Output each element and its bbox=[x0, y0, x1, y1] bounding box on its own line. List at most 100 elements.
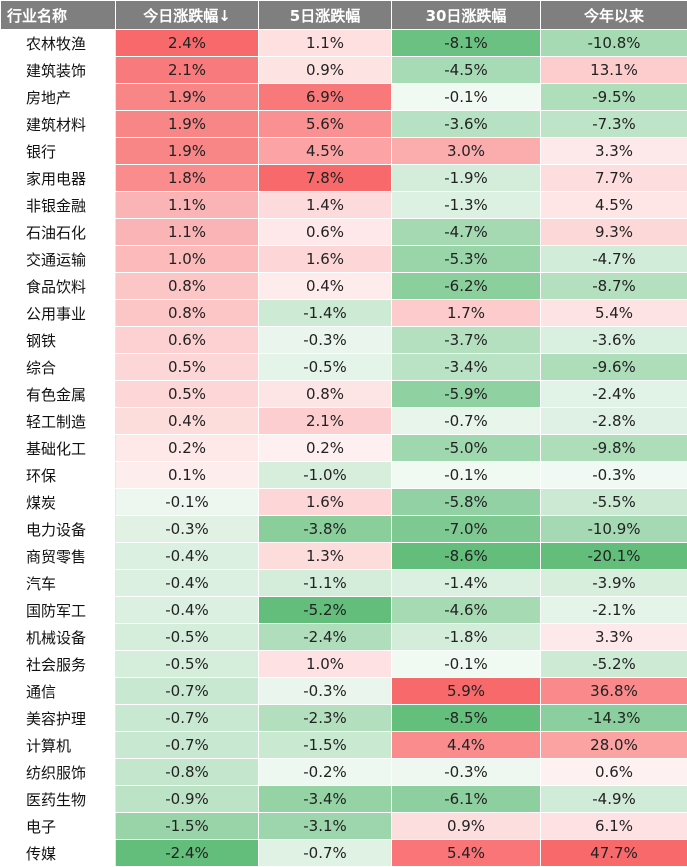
table-row: 传媒-2.4%-0.7%5.4%47.7% bbox=[1, 840, 687, 867]
5day-change-cell: -3.1% bbox=[259, 813, 392, 840]
industry-name-cell: 机械设备 bbox=[1, 624, 116, 651]
industry-name-cell: 传媒 bbox=[1, 840, 116, 867]
5day-change-cell: -0.5% bbox=[259, 354, 392, 381]
30day-change-cell: -3.6% bbox=[392, 111, 541, 138]
30day-change-cell: -5.0% bbox=[392, 435, 541, 462]
industry-name-cell: 轻工制造 bbox=[1, 408, 116, 435]
table-row: 医药生物-0.9%-3.4%-6.1%-4.9% bbox=[1, 786, 687, 813]
industry-name-cell: 钢铁 bbox=[1, 327, 116, 354]
ytd-change-cell: 5.4% bbox=[541, 300, 687, 327]
ytd-change-cell: 36.8% bbox=[541, 678, 687, 705]
column-header-30day-change[interactable]: 30日涨跌幅 bbox=[392, 1, 541, 30]
ytd-change-cell: 3.3% bbox=[541, 624, 687, 651]
30day-change-cell: -8.1% bbox=[392, 30, 541, 57]
30day-change-cell: 5.9% bbox=[392, 678, 541, 705]
ytd-change-cell: -2.8% bbox=[541, 408, 687, 435]
30day-change-cell: 0.9% bbox=[392, 813, 541, 840]
today-change-cell: -0.5% bbox=[116, 651, 259, 678]
industry-name-cell: 农林牧渔 bbox=[1, 30, 116, 57]
today-change-cell: -0.4% bbox=[116, 570, 259, 597]
today-change-cell: -0.7% bbox=[116, 678, 259, 705]
30day-change-cell: -1.3% bbox=[392, 192, 541, 219]
5day-change-cell: -0.3% bbox=[259, 327, 392, 354]
30day-change-cell: -6.1% bbox=[392, 786, 541, 813]
ytd-change-cell: -14.3% bbox=[541, 705, 687, 732]
ytd-change-cell: 6.1% bbox=[541, 813, 687, 840]
ytd-change-cell: -9.6% bbox=[541, 354, 687, 381]
column-header-today-change[interactable]: 今日涨跌幅↓ bbox=[116, 1, 259, 30]
industry-name-cell: 基础化工 bbox=[1, 435, 116, 462]
5day-change-cell: 1.1% bbox=[259, 30, 392, 57]
today-change-cell: 1.1% bbox=[116, 219, 259, 246]
industry-name-cell: 非银金融 bbox=[1, 192, 116, 219]
column-header-5day-change[interactable]: 5日涨跌幅 bbox=[259, 1, 392, 30]
table-row: 电子-1.5%-3.1%0.9%6.1% bbox=[1, 813, 687, 840]
30day-change-cell: 3.0% bbox=[392, 138, 541, 165]
5day-change-cell: 5.6% bbox=[259, 111, 392, 138]
30day-change-cell: 5.4% bbox=[392, 840, 541, 867]
industry-name-cell: 汽车 bbox=[1, 570, 116, 597]
industry-name-cell: 环保 bbox=[1, 462, 116, 489]
table-row: 汽车-0.4%-1.1%-1.4%-3.9% bbox=[1, 570, 687, 597]
5day-change-cell: -2.3% bbox=[259, 705, 392, 732]
ytd-change-cell: -2.4% bbox=[541, 381, 687, 408]
today-change-cell: 1.9% bbox=[116, 84, 259, 111]
ytd-change-cell: -10.9% bbox=[541, 516, 687, 543]
today-change-cell: -0.3% bbox=[116, 516, 259, 543]
industry-name-cell: 纺织服饰 bbox=[1, 759, 116, 786]
5day-change-cell: -2.4% bbox=[259, 624, 392, 651]
industry-name-cell: 公用事业 bbox=[1, 300, 116, 327]
30day-change-cell: -4.5% bbox=[392, 57, 541, 84]
industry-name-cell: 有色金属 bbox=[1, 381, 116, 408]
5day-change-cell: 1.4% bbox=[259, 192, 392, 219]
5day-change-cell: -0.2% bbox=[259, 759, 392, 786]
industry-name-cell: 综合 bbox=[1, 354, 116, 381]
30day-change-cell: -5.3% bbox=[392, 246, 541, 273]
industry-name-cell: 房地产 bbox=[1, 84, 116, 111]
today-change-cell: -0.4% bbox=[116, 543, 259, 570]
ytd-change-cell: 7.7% bbox=[541, 165, 687, 192]
industry-name-cell: 电力设备 bbox=[1, 516, 116, 543]
30day-change-cell: 4.4% bbox=[392, 732, 541, 759]
5day-change-cell: 0.9% bbox=[259, 57, 392, 84]
30day-change-cell: -7.0% bbox=[392, 516, 541, 543]
today-change-cell: -0.7% bbox=[116, 705, 259, 732]
5day-change-cell: 4.5% bbox=[259, 138, 392, 165]
column-header-industry[interactable]: 行业名称 bbox=[1, 1, 116, 30]
5day-change-cell: 1.3% bbox=[259, 543, 392, 570]
ytd-change-cell: -10.8% bbox=[541, 30, 687, 57]
30day-change-cell: -1.4% bbox=[392, 570, 541, 597]
5day-change-cell: 6.9% bbox=[259, 84, 392, 111]
table-row: 美容护理-0.7%-2.3%-8.5%-14.3% bbox=[1, 705, 687, 732]
5day-change-cell: -1.1% bbox=[259, 570, 392, 597]
table-header-row: 行业名称 今日涨跌幅↓ 5日涨跌幅 30日涨跌幅 今年以来 bbox=[1, 1, 687, 30]
5day-change-cell: 0.2% bbox=[259, 435, 392, 462]
30day-change-cell: -4.7% bbox=[392, 219, 541, 246]
today-change-cell: 0.1% bbox=[116, 462, 259, 489]
today-change-cell: 1.1% bbox=[116, 192, 259, 219]
ytd-change-cell: -5.5% bbox=[541, 489, 687, 516]
column-header-ytd-change[interactable]: 今年以来 bbox=[541, 1, 687, 30]
5day-change-cell: 1.6% bbox=[259, 489, 392, 516]
table-row: 国防军工-0.4%-5.2%-4.6%-2.1% bbox=[1, 597, 687, 624]
5day-change-cell: -5.2% bbox=[259, 597, 392, 624]
30day-change-cell: -5.8% bbox=[392, 489, 541, 516]
ytd-change-cell: -20.1% bbox=[541, 543, 687, 570]
industry-name-cell: 计算机 bbox=[1, 732, 116, 759]
ytd-change-cell: -7.3% bbox=[541, 111, 687, 138]
today-change-cell: -0.7% bbox=[116, 732, 259, 759]
5day-change-cell: -3.4% bbox=[259, 786, 392, 813]
industry-name-cell: 医药生物 bbox=[1, 786, 116, 813]
30day-change-cell: -1.8% bbox=[392, 624, 541, 651]
30day-change-cell: -8.6% bbox=[392, 543, 541, 570]
